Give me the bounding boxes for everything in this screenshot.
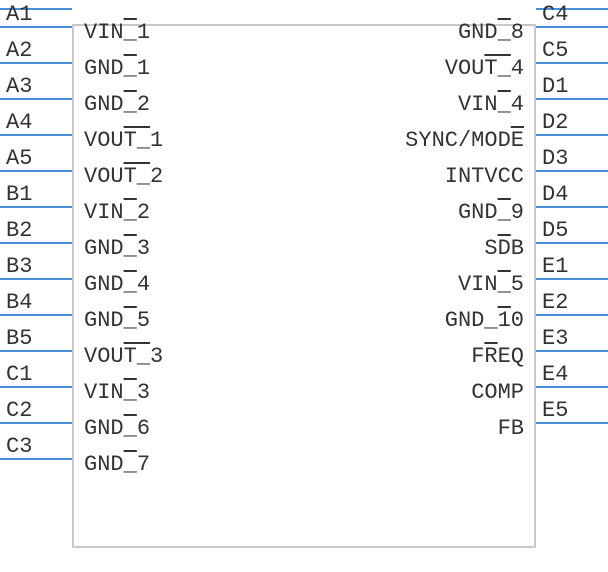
pin-label: VIN_5 <box>458 272 524 297</box>
pin-label: GND_4 <box>84 272 150 297</box>
pin-label: INTVCC <box>445 164 524 189</box>
pin-label: VIN_3 <box>84 380 150 405</box>
pin-line <box>536 62 608 64</box>
pin-label: GND_9 <box>458 200 524 225</box>
pinout-diagram: A1 VIN_1 A2 GND_1 A3 GND_2 A4 VOUT_1 A5 VOUT_2 B1 V… <box>0 0 608 572</box>
pin-number: E1 <box>542 254 568 279</box>
pin-label: FB <box>498 416 524 441</box>
pin-label: GND_1 <box>84 56 150 81</box>
pin-number: C3 <box>6 434 32 459</box>
pin-line <box>0 422 72 424</box>
pin-label: GND_3 <box>84 236 150 261</box>
pin-label: GND_5 <box>84 308 150 333</box>
pin-line <box>0 458 72 460</box>
pin-number: B5 <box>6 326 32 351</box>
pin-number: B1 <box>6 182 32 207</box>
pin-number: A2 <box>6 38 32 63</box>
pin-number: A3 <box>6 74 32 99</box>
pin-number: E5 <box>542 398 568 423</box>
pin-label: GND_2 <box>84 92 150 117</box>
pin-number: D3 <box>542 146 568 171</box>
pin-label: VOUT_3 <box>84 344 163 369</box>
pin-line <box>0 98 72 100</box>
pin-line <box>536 206 608 208</box>
pin-number: C5 <box>542 38 568 63</box>
pin-label: VIN_1 <box>84 20 150 45</box>
pin-label: GND_8 <box>458 20 524 45</box>
pin-line <box>536 350 608 352</box>
pin-number: A4 <box>6 110 32 135</box>
pin-line <box>0 350 72 352</box>
pin-line <box>0 170 72 172</box>
pin-line <box>536 278 608 280</box>
pin-number: D2 <box>542 110 568 135</box>
pin-number: D4 <box>542 182 568 207</box>
pin-label: VOUT_1 <box>84 128 163 153</box>
pin-number: E4 <box>542 362 568 387</box>
pin-label: SYNC/MODE <box>405 128 524 153</box>
pin-number: B2 <box>6 218 32 243</box>
pin-number: D5 <box>542 218 568 243</box>
pin-label: COMP <box>471 380 524 405</box>
pin-line <box>0 206 72 208</box>
pin-number: C4 <box>542 2 568 27</box>
pin-number: B4 <box>6 290 32 315</box>
pin-line <box>536 170 608 172</box>
pin-line <box>536 242 608 244</box>
pin-line <box>0 62 72 64</box>
pin-line <box>0 134 72 136</box>
pin-line <box>536 134 608 136</box>
pin-line <box>0 386 72 388</box>
pin-line <box>0 314 72 316</box>
pin-number: D1 <box>542 74 568 99</box>
pin-number: E2 <box>542 290 568 315</box>
pin-number: B3 <box>6 254 32 279</box>
pin-line <box>0 26 72 28</box>
pin-label: VOUT_2 <box>84 164 163 189</box>
pin-label: GND_6 <box>84 416 150 441</box>
pin-number: A1 <box>6 2 32 27</box>
pin-line <box>0 278 72 280</box>
pin-label: SDB <box>484 236 524 261</box>
pin-label: GND_10 <box>445 308 524 333</box>
pin-label: VIN_4 <box>458 92 524 117</box>
pin-label: GND_7 <box>84 452 150 477</box>
pin-number: C2 <box>6 398 32 423</box>
pin-number: A5 <box>6 146 32 171</box>
pin-line <box>536 422 608 424</box>
pin-line <box>536 26 608 28</box>
pin-line <box>536 314 608 316</box>
pin-number: E3 <box>542 326 568 351</box>
pin-line <box>536 98 608 100</box>
pin-label: FREQ <box>471 344 524 369</box>
pin-label: VOUT_4 <box>445 56 524 81</box>
pin-line <box>536 386 608 388</box>
pin-label: VIN_2 <box>84 200 150 225</box>
pin-number: C1 <box>6 362 32 387</box>
pin-line <box>0 242 72 244</box>
